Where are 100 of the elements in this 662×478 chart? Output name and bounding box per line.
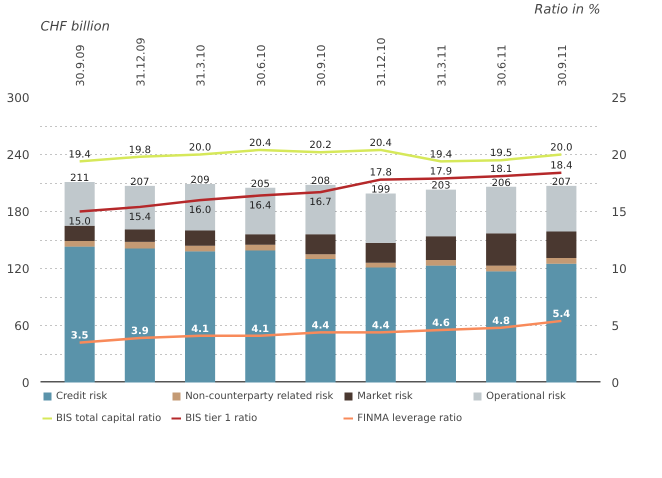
y-tick-label: 300 — [6, 91, 30, 105]
bar — [305, 254, 336, 259]
total-label: 206 — [492, 178, 511, 189]
bar — [366, 268, 396, 382]
y2-tick-label: 15 — [612, 205, 627, 219]
bar — [64, 182, 95, 226]
bar — [486, 271, 516, 382]
bar — [245, 188, 276, 234]
bar — [305, 234, 336, 254]
x-tick-label: 30.9.09 — [74, 44, 88, 86]
bar — [245, 250, 276, 382]
data-label: 17.8 — [370, 168, 392, 179]
data-label: 3.5 — [70, 330, 89, 342]
bar — [64, 246, 95, 382]
data-label: 17.9 — [430, 166, 452, 178]
data-label: 20.2 — [309, 140, 332, 152]
data-label: 4.6 — [432, 318, 450, 330]
total-label: 207 — [130, 176, 150, 188]
data-label: 15.0 — [68, 216, 91, 228]
total-label: 207 — [552, 176, 571, 188]
total-label: 208 — [310, 176, 330, 187]
bar — [486, 233, 516, 266]
bar — [426, 260, 456, 266]
y-tick-label: 180 — [6, 205, 30, 219]
y-tick-label: 240 — [6, 148, 30, 162]
data-label: 19.4 — [68, 149, 91, 160]
data-label: 19.5 — [490, 148, 512, 160]
x-tick-label: 30.6.10 — [254, 44, 268, 86]
y2-tick-label: 20 — [612, 148, 627, 162]
bar — [64, 226, 95, 241]
data-label: 4.1 — [191, 324, 209, 335]
bar — [366, 242, 396, 263]
data-label: 18.1 — [490, 164, 512, 176]
legend-label: BIS tier 1 ratio — [185, 412, 258, 424]
y-tick-label: 60 — [14, 319, 30, 333]
data-label: 5.4 — [552, 308, 570, 320]
data-label: 20.4 — [249, 138, 272, 149]
bar — [426, 266, 456, 382]
bar — [366, 193, 396, 243]
x-tick-label: 30.9.10 — [315, 44, 328, 86]
bar — [245, 234, 276, 245]
bar — [426, 190, 456, 236]
x-tick-label: 30.6.11 — [496, 44, 509, 86]
bar — [124, 230, 155, 242]
legend-label: Operational risk — [486, 390, 566, 402]
legend-label: Credit risk — [56, 390, 108, 402]
data-label: 19.4 — [430, 149, 452, 160]
y2-tick-label: 25 — [612, 91, 627, 105]
bar — [124, 248, 155, 382]
y-tick-label: 120 — [6, 262, 30, 276]
total-label: 211 — [70, 173, 90, 184]
data-label: 15.4 — [128, 212, 151, 223]
total-label: 205 — [250, 178, 270, 190]
data-label: 4.4 — [372, 320, 390, 332]
data-label: 4.8 — [492, 316, 510, 327]
bar — [426, 236, 456, 260]
bar — [486, 266, 516, 272]
y2-axis-title: Ratio in % — [534, 2, 601, 18]
data-label: 16.7 — [309, 197, 332, 208]
y-axis-title: CHF billion — [40, 20, 110, 34]
bar — [245, 244, 276, 250]
bar — [305, 184, 336, 234]
bar — [185, 230, 216, 246]
legend-label: FINMA leverage ratio — [357, 412, 462, 424]
x-tick-label: 31.12.09 — [134, 38, 148, 86]
data-label: 20.0 — [550, 142, 572, 154]
total-label: 209 — [190, 174, 210, 186]
legend-label: BIS total capital ratio — [56, 412, 162, 424]
bar — [546, 231, 576, 258]
x-tick-label: 31.12.10 — [375, 38, 388, 86]
data-label: 18.4 — [550, 160, 572, 172]
bar — [64, 240, 95, 247]
total-label: 199 — [371, 184, 390, 196]
data-label: 4.1 — [251, 324, 270, 335]
bar — [486, 186, 516, 234]
total-label: 203 — [431, 180, 450, 192]
data-label: 4.4 — [312, 320, 330, 332]
bar — [546, 258, 576, 264]
data-label: 20.4 — [370, 138, 392, 149]
data-label: 16.0 — [188, 205, 212, 216]
x-tick-label: 31.3.11 — [435, 44, 448, 86]
data-label: 19.8 — [128, 144, 151, 156]
y2-tick-label: 5 — [612, 319, 620, 333]
x-tick-label: 30.9.11 — [556, 44, 569, 86]
data-label: 20.0 — [188, 142, 212, 154]
bar — [124, 242, 155, 249]
bar — [185, 246, 216, 252]
data-label: 16.4 — [249, 200, 272, 212]
y2-tick-label: 10 — [612, 262, 627, 276]
legend-label: Non-counterparty related risk — [185, 390, 334, 402]
legend-label: Market risk — [357, 390, 413, 402]
bar — [305, 259, 336, 382]
bar — [546, 264, 576, 382]
x-tick-label: 31.3.10 — [194, 44, 208, 86]
bar — [546, 186, 576, 232]
y2-tick-label: 0 — [612, 376, 620, 390]
bar — [366, 262, 396, 268]
y-tick-label: 0 — [22, 376, 30, 390]
bar — [185, 251, 216, 382]
data-label: 3.9 — [130, 326, 149, 338]
